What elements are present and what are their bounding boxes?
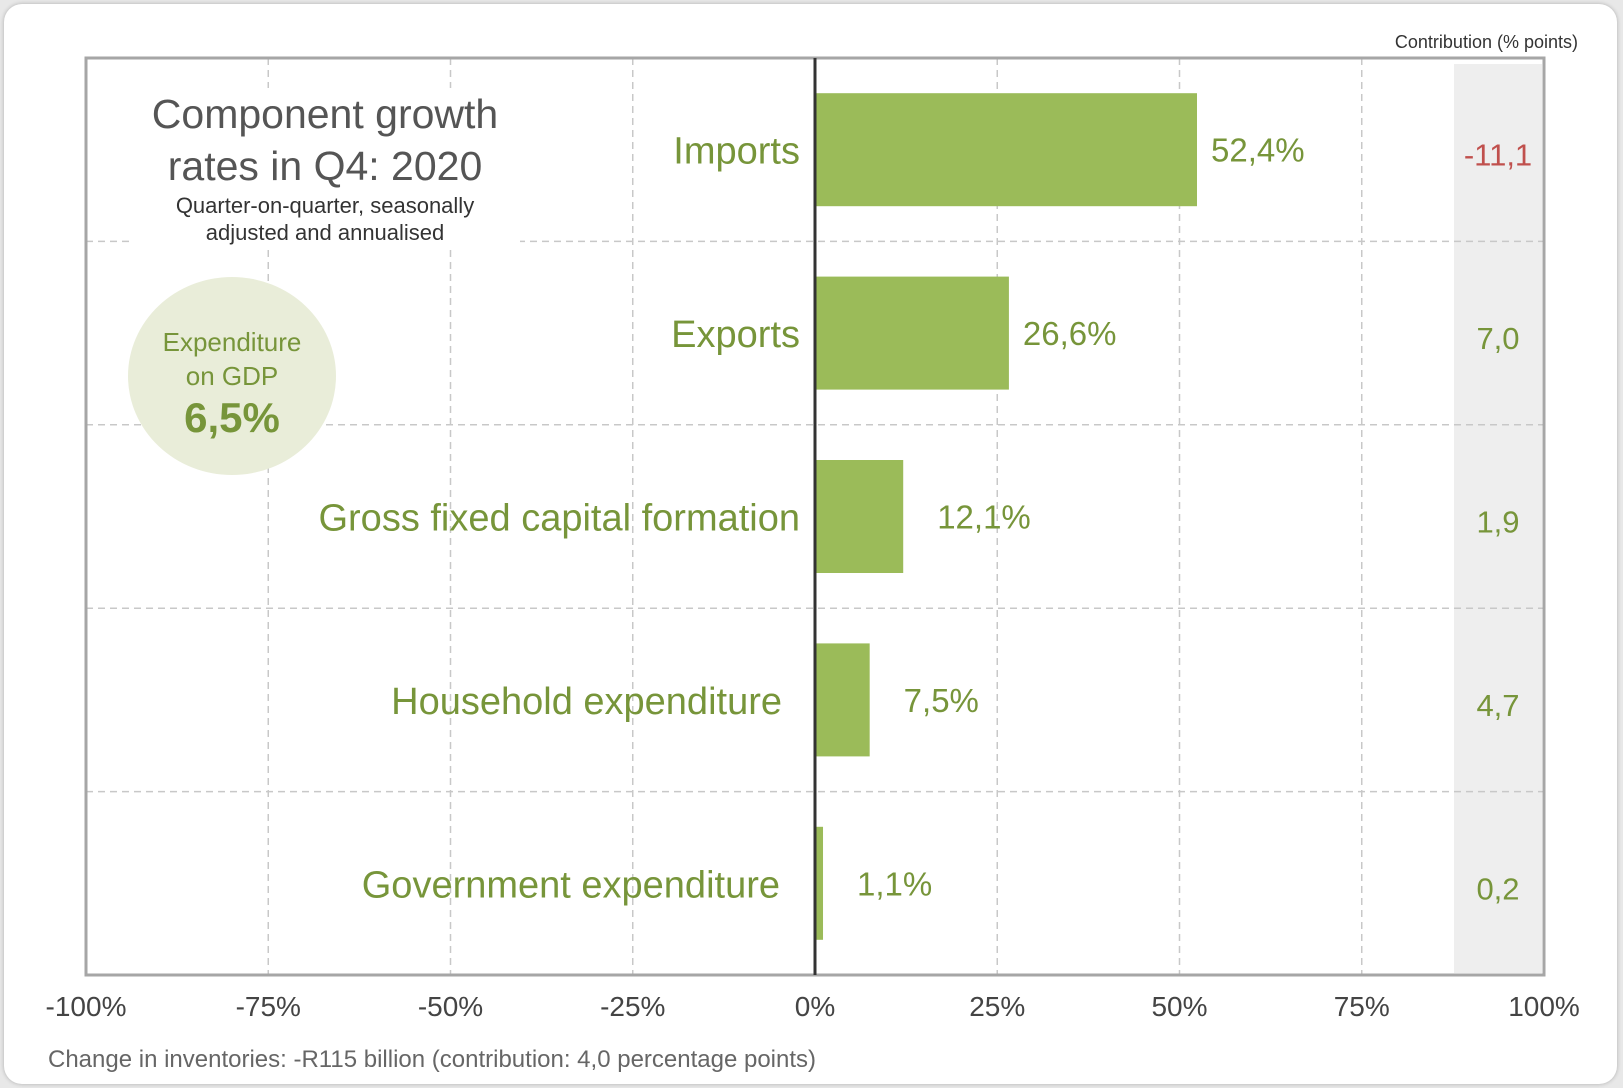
- value-label: 26,6%: [1023, 315, 1117, 352]
- bar-3: [815, 643, 870, 757]
- bar-4: [815, 826, 824, 940]
- x-tick-label: -75%: [236, 991, 301, 1022]
- inventories-footnote: Change in inventories: -R115 billion (co…: [48, 1046, 817, 1073]
- x-tick-label: 50%: [1151, 991, 1207, 1022]
- category-label: Exports: [671, 314, 800, 356]
- x-tick-label: 75%: [1334, 991, 1390, 1022]
- contribution-column-header: Contribution (% points): [1394, 32, 1578, 52]
- contribution-value: 7,0: [1476, 321, 1519, 356]
- value-label: 12,1%: [937, 499, 1031, 536]
- x-tick-label: -100%: [46, 991, 127, 1022]
- gdp-callout: Expenditure on GDP 6,5%: [128, 277, 336, 475]
- category-label: Gross fixed capital formation: [318, 498, 800, 540]
- gdp-callout-label-line1: Expenditure: [162, 327, 302, 357]
- gdp-callout-label: Expenditure on GDP: [128, 325, 336, 393]
- value-label: 1,1%: [857, 865, 932, 902]
- contribution-panel: [1454, 64, 1542, 973]
- value-label: 52,4%: [1211, 132, 1305, 169]
- chart-subtitle: Quarter-on-quarter, seasonally adjusted …: [130, 192, 520, 246]
- bar-0: [815, 93, 1197, 207]
- x-tick-label: -25%: [600, 991, 665, 1022]
- chart-title-line2: rates in Q4: 2020: [167, 143, 483, 189]
- category-label: Government expenditure: [362, 864, 780, 906]
- bar-2: [815, 460, 904, 573]
- gdp-callout-value: 6,5%: [184, 394, 280, 441]
- x-tick-label: 0%: [795, 991, 835, 1022]
- x-tick-label: 100%: [1508, 991, 1580, 1022]
- chart-subtitle-line1: Quarter-on-quarter, seasonally: [175, 193, 475, 218]
- contribution-value: 0,2: [1476, 871, 1519, 906]
- category-label: Household expenditure: [391, 681, 782, 723]
- value-label: 7,5%: [904, 682, 979, 719]
- x-tick-label: 25%: [969, 991, 1025, 1022]
- bar-1: [815, 276, 1009, 390]
- contribution-value: -11,1: [1464, 138, 1532, 173]
- chart-title: Component growth rates in Q4: 2020: [130, 88, 520, 192]
- chart-title-line1: Component growth: [151, 91, 499, 137]
- contribution-value: 1,9: [1476, 505, 1519, 540]
- category-label: Imports: [673, 131, 800, 173]
- gdp-callout-label-line2: on GDP: [185, 361, 279, 391]
- x-tick-label: -50%: [418, 991, 483, 1022]
- contribution-value: 4,7: [1476, 688, 1519, 723]
- chart-subtitle-line2: adjusted and annualised: [205, 220, 445, 245]
